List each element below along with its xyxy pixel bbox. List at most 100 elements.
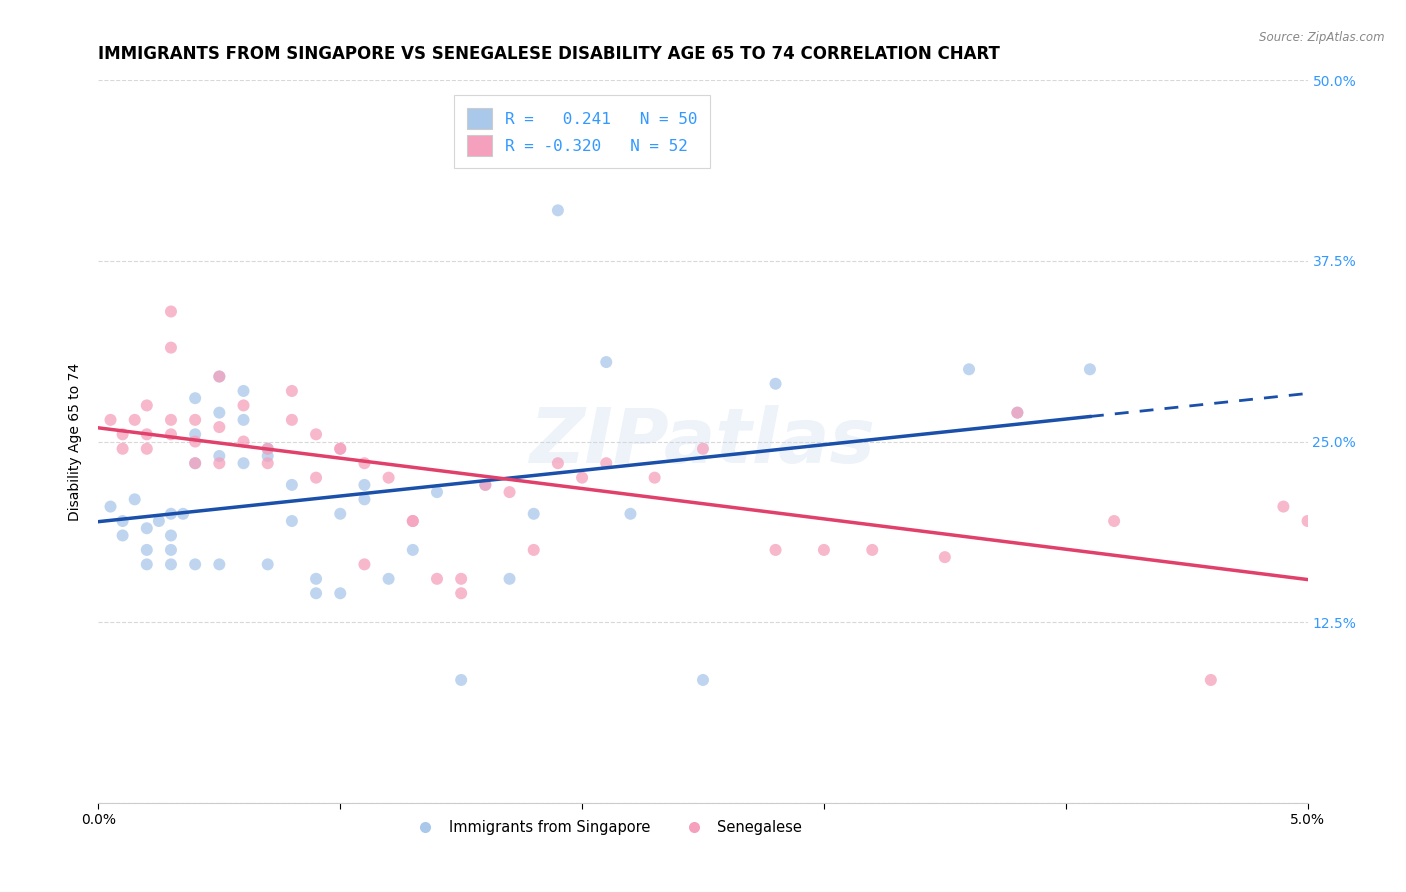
Point [111, 528, 134, 542]
Point [813, 542, 835, 557]
Text: ZIPatlas: ZIPatlas [530, 405, 876, 478]
Point [595, 355, 617, 369]
Point [305, 427, 328, 442]
Point [232, 456, 254, 470]
Point [498, 572, 520, 586]
Point [208, 558, 231, 572]
Point [644, 470, 666, 484]
Point [135, 542, 157, 557]
Point [329, 442, 352, 456]
Point [765, 542, 787, 557]
Point [208, 420, 231, 434]
Point [256, 442, 278, 456]
Point [281, 384, 304, 398]
Point [450, 572, 472, 586]
Point [208, 449, 231, 463]
Point [1199, 673, 1222, 687]
Point [523, 507, 546, 521]
Point [1007, 406, 1029, 420]
Point [256, 456, 278, 470]
Point [1078, 362, 1101, 376]
Point [148, 514, 170, 528]
Point [353, 456, 375, 470]
Point [124, 413, 146, 427]
Point [184, 434, 207, 449]
Point [305, 572, 328, 586]
Point [256, 558, 278, 572]
Point [329, 442, 352, 456]
Point [256, 449, 278, 463]
Legend: Immigrants from Singapore, Senegalese: Immigrants from Singapore, Senegalese [404, 813, 810, 842]
Point [160, 507, 183, 521]
Point [100, 500, 122, 514]
Point [377, 572, 399, 586]
Point [208, 406, 231, 420]
Point [329, 507, 352, 521]
Point [256, 442, 278, 456]
Point [184, 391, 207, 405]
Point [402, 514, 425, 528]
Point [160, 413, 183, 427]
Point [184, 427, 207, 442]
Point [353, 478, 375, 492]
Point [377, 470, 399, 484]
Point [426, 485, 449, 500]
Point [571, 470, 593, 484]
Point [547, 203, 569, 218]
Point [184, 558, 207, 572]
Point [934, 550, 956, 565]
Point [232, 384, 254, 398]
Point [124, 492, 146, 507]
Point [135, 398, 157, 412]
Point [184, 456, 207, 470]
Point [329, 586, 352, 600]
Point [208, 456, 231, 470]
Point [305, 586, 328, 600]
Point [100, 413, 122, 427]
Point [184, 413, 207, 427]
Point [160, 341, 183, 355]
Point [135, 427, 157, 442]
Point [765, 376, 787, 391]
Point [957, 362, 980, 376]
Point [135, 558, 157, 572]
Point [281, 514, 304, 528]
Point [232, 398, 254, 412]
Point [208, 369, 231, 384]
Y-axis label: Disability Age 65 to 74: Disability Age 65 to 74 [69, 362, 83, 521]
Point [523, 542, 546, 557]
Point [184, 456, 207, 470]
Point [111, 442, 134, 456]
Point [547, 456, 569, 470]
Point [160, 542, 183, 557]
Point [426, 572, 449, 586]
Point [402, 542, 425, 557]
Point [860, 542, 883, 557]
Point [353, 558, 375, 572]
Point [172, 507, 194, 521]
Point [474, 478, 496, 492]
Point [160, 427, 183, 442]
Text: IMMIGRANTS FROM SINGAPORE VS SENEGALESE DISABILITY AGE 65 TO 74 CORRELATION CHAR: IMMIGRANTS FROM SINGAPORE VS SENEGALESE … [98, 45, 1000, 63]
Point [232, 434, 254, 449]
Point [450, 586, 472, 600]
Point [595, 456, 617, 470]
Point [111, 514, 134, 528]
Point [160, 558, 183, 572]
Point [619, 507, 641, 521]
Point [1007, 406, 1029, 420]
Point [692, 442, 714, 456]
Point [353, 492, 375, 507]
Point [498, 485, 520, 500]
Point [402, 514, 425, 528]
Point [450, 673, 472, 687]
Point [135, 442, 157, 456]
Point [281, 413, 304, 427]
Point [474, 478, 496, 492]
Point [160, 304, 183, 318]
Text: Source: ZipAtlas.com: Source: ZipAtlas.com [1260, 31, 1385, 45]
Point [281, 478, 304, 492]
Point [135, 521, 157, 535]
Point [208, 369, 231, 384]
Point [160, 528, 183, 542]
